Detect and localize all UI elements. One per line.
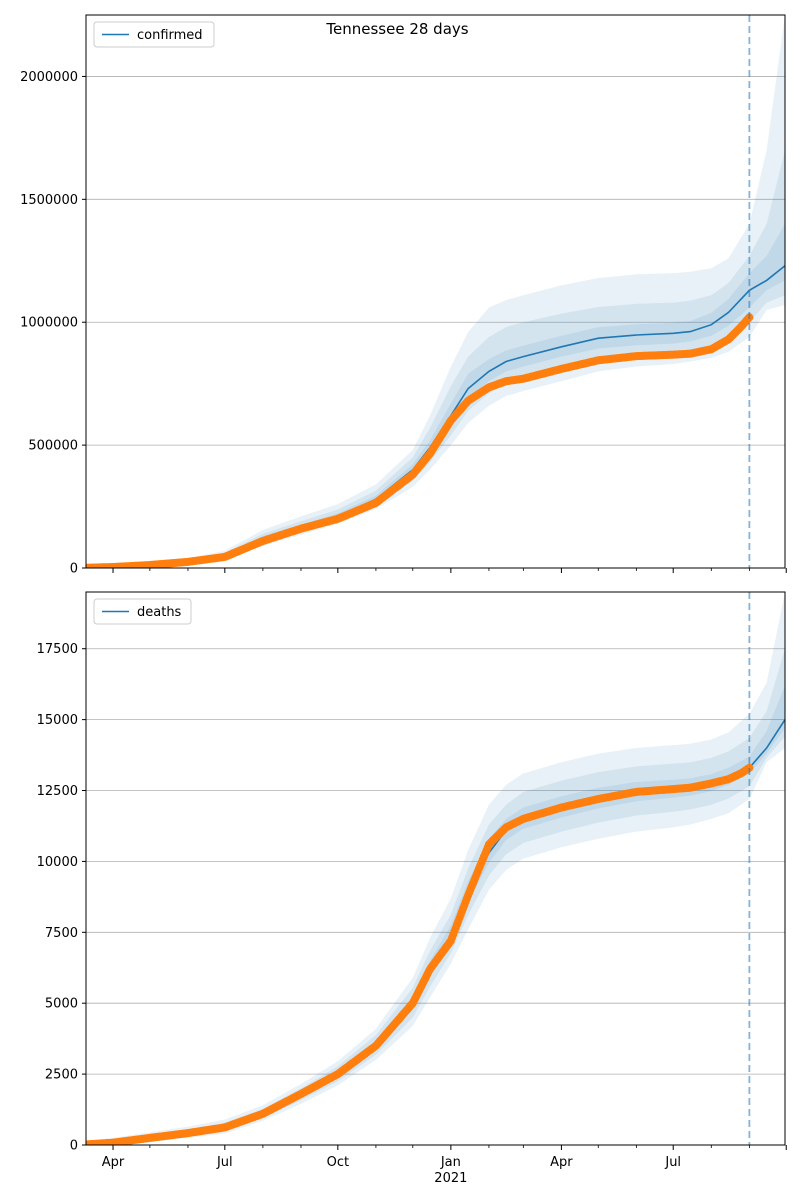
plot-area [86,592,785,1145]
y-tick-label: 12500 [37,784,78,799]
y-tick-label: 500000 [28,439,78,454]
panel-confirmed: 0 500000 1000000 1500000 2000000 confirmed [20,14,787,577]
legend-label: confirmed [137,28,203,43]
legend: confirmed [93,21,215,48]
uncertainty-band-1 [86,648,785,1145]
figure-title: Tennessee 28 days [326,20,469,38]
y-tick-label: 5000 [45,997,78,1012]
legend-box [93,21,215,48]
y-tick-label: 15000 [37,713,78,728]
axes-frame [85,591,786,1146]
y-tick-label: 2500 [45,1068,78,1083]
plot-area [86,15,785,568]
legend-box [93,598,192,625]
y-tick-label: 17500 [37,642,78,657]
observed-points [86,313,754,568]
x-year-label: 2021 [434,1171,467,1186]
y-tick-label: 0 [70,1139,78,1154]
legend: deaths [93,598,192,625]
observed-points [86,763,754,1145]
uncertainty-band-0 [86,15,785,568]
x-tick-label: Jan [440,1155,461,1170]
x-tick-label: Jul [216,1155,233,1170]
y-tick-label: 7500 [45,926,78,941]
uncertainty-band-0 [86,592,785,1145]
y-tick-label: 0 [70,562,78,577]
legend-label: deaths [137,605,182,620]
x-tick-label: Apr [550,1155,573,1170]
panel-deaths: 0 2500 5000 7500 10000 12500 15000 17500 Apr Jul O… [37,591,787,1186]
y-tick-label: 10000 [37,855,78,870]
y-tick-label: 1500000 [20,193,78,208]
x-tick-label: Jul [664,1155,681,1170]
axes-frame [85,14,786,569]
x-tick-label: Apr [102,1155,125,1170]
y-tick-label: 1000000 [20,316,78,331]
x-tick-label: Oct [327,1155,349,1170]
observed-point [745,763,754,772]
y-tick-label: 2000000 [20,70,78,85]
